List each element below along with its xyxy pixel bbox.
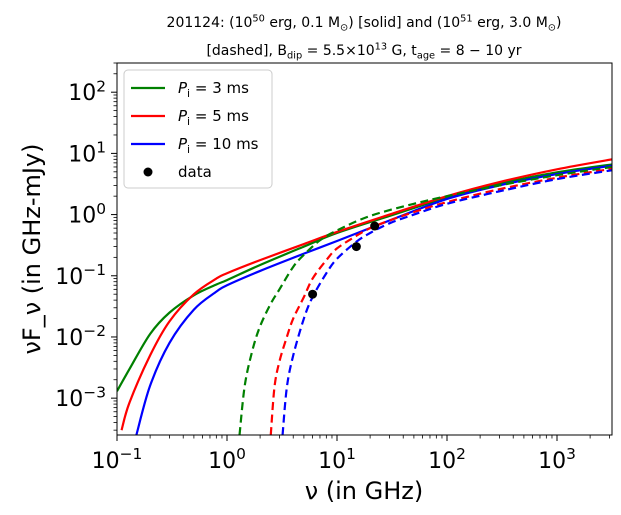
legend-marker — [143, 167, 153, 177]
y-tick-label: 100​ — [68, 200, 106, 229]
series-layer — [117, 158, 612, 435]
x-tick-label: 101​ — [318, 445, 356, 474]
y-tick-label: 101​ — [68, 139, 106, 168]
y-tick-label: 10−2​ — [55, 322, 106, 351]
x-tick-labels: 10−1​ 100​ 101​ 102​ 103​ — [92, 445, 576, 474]
chart-title-line-2: [dashed], Bdip​ = 5.5×1013​ G, tage​ = 8… — [206, 41, 521, 61]
legend-label: Pi = 10 ms — [178, 135, 259, 156]
series-line-2 — [135, 164, 612, 435]
legend: Pi = 3 ms Pi = 5 ms Pi = 10 ms data — [123, 69, 273, 189]
legend-frame — [123, 69, 273, 189]
axes-ticks — [111, 62, 610, 441]
chart-title-line-1: 201124: (1050​ erg, 0.1 M⊙​) [solid] and… — [167, 13, 562, 33]
series-line-0 — [117, 163, 612, 392]
y-tick-labels: 10−3​ 10−2​ 10−1​ 100​ 101​ 102​ — [55, 77, 106, 412]
series-line-1 — [120, 158, 612, 431]
series-line-4 — [269, 167, 612, 435]
data-points — [308, 221, 380, 299]
x-axis-label: ν (in GHz) — [305, 477, 424, 505]
y-axis-label: νF_ν (in GHz-mJy) — [18, 143, 46, 354]
y-tick-label: 102​ — [68, 77, 106, 106]
x-tick-label: 103​ — [538, 445, 576, 474]
data-point — [308, 289, 318, 299]
x-tick-label: 102​ — [428, 445, 466, 474]
legend-label: Pi = 3 ms — [178, 79, 249, 100]
series-line-5 — [281, 169, 612, 435]
x-tick-label: 10−1​ — [92, 445, 143, 474]
plot-frame — [116, 62, 613, 436]
y-tick-label: 10−3​ — [55, 383, 106, 412]
x-tick-label: 100​ — [208, 445, 246, 474]
y-tick-label: 10−1​ — [55, 261, 106, 290]
data-point — [351, 242, 361, 252]
legend-label: data — [178, 163, 212, 181]
series-line-3 — [238, 165, 612, 435]
data-point — [370, 221, 380, 231]
legend-label: Pi = 5 ms — [178, 107, 249, 128]
